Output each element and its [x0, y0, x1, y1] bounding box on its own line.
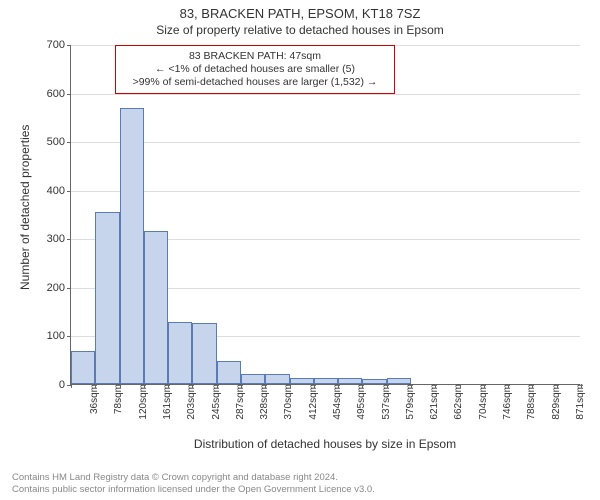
y-tick-label: 600 — [47, 88, 71, 100]
x-tick-mark — [120, 384, 121, 388]
histogram-bar — [71, 351, 95, 384]
x-tick-mark — [362, 384, 363, 388]
x-tick-label: 203sqm — [184, 384, 197, 420]
x-tick-label: 36sqm — [87, 384, 100, 414]
x-tick-label: 245sqm — [209, 384, 222, 420]
annotation-line2: ← <1% of detached houses are smaller (5) — [124, 63, 386, 76]
chart-title-sub: Size of property relative to detached ho… — [0, 21, 600, 37]
histogram-bar — [265, 374, 289, 384]
x-tick-label: 537sqm — [379, 384, 392, 420]
annotation-line3: >99% of semi-detached houses are larger … — [124, 76, 386, 89]
histogram-bar — [95, 212, 119, 384]
x-tick-mark — [192, 384, 193, 388]
x-tick-mark — [144, 384, 145, 388]
gridline — [71, 142, 580, 143]
x-tick-label: 412sqm — [306, 384, 319, 420]
y-tick-label: 100 — [47, 330, 71, 342]
plot-area: 010020030040050060070036sqm78sqm120sqm16… — [70, 45, 580, 385]
x-tick-label: 704sqm — [476, 384, 489, 420]
x-tick-label: 871sqm — [573, 384, 586, 420]
x-tick-label: 287sqm — [233, 384, 246, 420]
x-tick-label: 788sqm — [524, 384, 537, 420]
x-tick-mark — [290, 384, 291, 388]
y-tick-label: 0 — [59, 379, 71, 391]
x-tick-label: 621sqm — [427, 384, 440, 420]
x-tick-mark — [338, 384, 339, 388]
x-tick-mark — [71, 384, 72, 388]
footer-line1: Contains HM Land Registry data © Crown c… — [12, 472, 375, 484]
x-axis-label: Distribution of detached houses by size … — [70, 437, 580, 451]
y-axis-label: Number of detached properties — [18, 124, 32, 289]
x-tick-mark — [411, 384, 412, 388]
gridline — [71, 191, 580, 192]
x-tick-label: 328sqm — [257, 384, 270, 420]
annotation-box: 83 BRACKEN PATH: 47sqm ← <1% of detached… — [115, 45, 395, 94]
x-tick-mark — [95, 384, 96, 388]
x-tick-mark — [557, 384, 558, 388]
x-tick-label: 495sqm — [354, 384, 367, 420]
chart-title-main: 83, BRACKEN PATH, EPSOM, KT18 7SZ — [0, 0, 600, 21]
histogram-bar — [192, 323, 216, 384]
x-tick-mark — [314, 384, 315, 388]
x-tick-label: 120sqm — [136, 384, 149, 420]
x-tick-mark — [532, 384, 533, 388]
y-tick-label: 200 — [47, 282, 71, 294]
histogram-bar — [168, 322, 192, 384]
chart-footer: Contains HM Land Registry data © Crown c… — [12, 472, 375, 496]
x-tick-mark — [460, 384, 461, 388]
x-tick-mark — [581, 384, 582, 388]
x-tick-mark — [508, 384, 509, 388]
y-tick-label: 700 — [47, 39, 71, 51]
y-tick-label: 300 — [47, 233, 71, 245]
x-tick-mark — [217, 384, 218, 388]
y-tick-label: 500 — [47, 136, 71, 148]
histogram-bar — [144, 231, 168, 384]
histogram-bar — [217, 361, 241, 384]
x-tick-mark — [241, 384, 242, 388]
x-tick-mark — [387, 384, 388, 388]
x-tick-mark — [168, 384, 169, 388]
x-tick-mark — [484, 384, 485, 388]
histogram-bar — [241, 374, 265, 384]
chart-container: 83, BRACKEN PATH, EPSOM, KT18 7SZ Size o… — [0, 0, 600, 500]
x-tick-label: 161sqm — [160, 384, 173, 420]
x-tick-label: 829sqm — [549, 384, 562, 420]
histogram-bar — [120, 108, 144, 384]
x-tick-label: 454sqm — [330, 384, 343, 420]
y-tick-label: 400 — [47, 185, 71, 197]
x-tick-label: 746sqm — [500, 384, 513, 420]
x-tick-label: 662sqm — [451, 384, 464, 420]
x-tick-mark — [435, 384, 436, 388]
x-tick-label: 370sqm — [281, 384, 294, 420]
annotation-line1: 83 BRACKEN PATH: 47sqm — [124, 50, 386, 63]
x-tick-label: 78sqm — [111, 384, 124, 414]
x-tick-label: 579sqm — [403, 384, 416, 420]
x-tick-mark — [265, 384, 266, 388]
footer-line2: Contains public sector information licen… — [12, 484, 375, 496]
